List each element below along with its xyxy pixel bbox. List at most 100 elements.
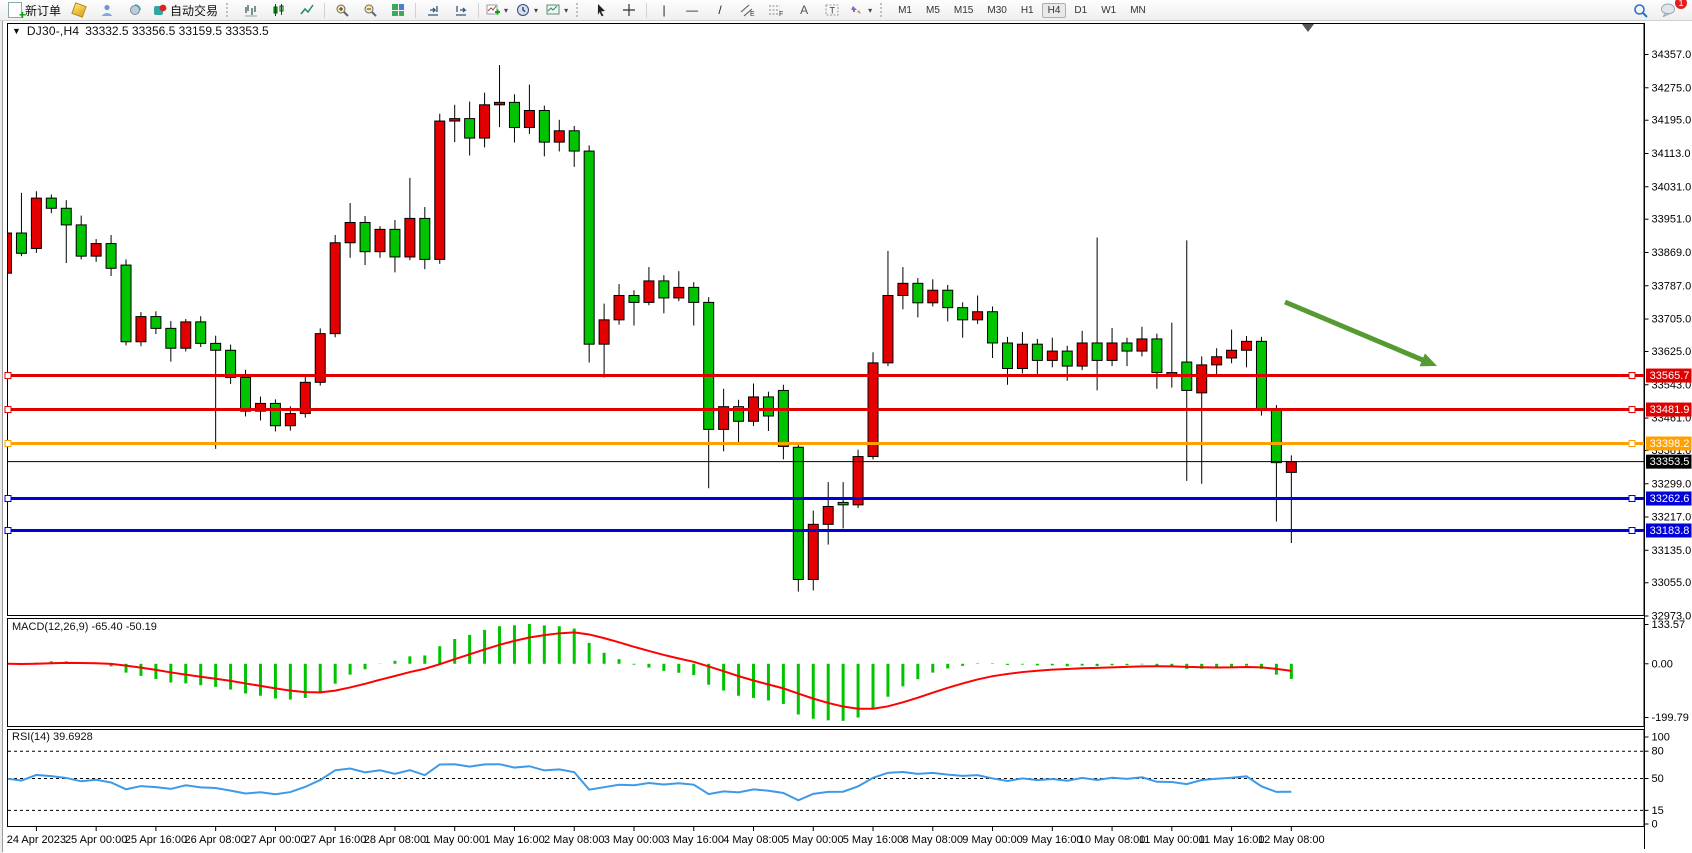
- bull-candle: [1136, 338, 1148, 352]
- bull-candle: [494, 101, 506, 106]
- zoom-in-button[interactable]: [328, 0, 356, 20]
- time-tick-label: 1 May 16:00: [484, 834, 545, 846]
- macd-label: MACD(12,26,9) -65.40 -50.19: [12, 621, 157, 633]
- price-tick-label: 34031.0: [1652, 181, 1692, 193]
- rsi-label: RSI(14) 39.6928: [12, 731, 93, 743]
- auto-trading-button[interactable]: 自动交易: [149, 0, 222, 20]
- time-tick-label: 5 May 00:00: [783, 834, 844, 846]
- indicators-button[interactable]: ▾: [482, 0, 512, 20]
- horizontal-line-tool[interactable]: —: [678, 0, 706, 20]
- bull-candle: [449, 118, 461, 122]
- bull-candle: [90, 243, 102, 257]
- horizontal-line-33481.9[interactable]: 33481.9: [4, 402, 1692, 417]
- bear-candle: [1121, 342, 1133, 352]
- tile-windows-icon: [392, 4, 405, 16]
- timeframe-W1[interactable]: W1: [1101, 4, 1117, 16]
- bull-candle: [882, 294, 894, 364]
- timeframe-H4[interactable]: H4: [1041, 2, 1067, 18]
- price-tick-label: 33625.0: [1652, 346, 1692, 358]
- price-pane: [7, 23, 1645, 616]
- timeframe-M15[interactable]: M15: [953, 4, 974, 16]
- time-tick-label: 3 May 16:00: [663, 834, 724, 846]
- bull-candle: [1106, 342, 1118, 361]
- horizontal-line-33565.7[interactable]: 33565.7: [4, 368, 1692, 383]
- bull-candle: [8, 232, 12, 274]
- bull-candle: [30, 197, 42, 249]
- timeframe-M1[interactable]: M1: [898, 4, 912, 16]
- crosshair-tool-button[interactable]: [615, 0, 643, 20]
- chart-menu-arrow-icon[interactable]: ▼: [12, 26, 21, 36]
- bear-candle: [1151, 338, 1163, 374]
- time-tick-label: 2 May 08:00: [544, 834, 605, 846]
- timeframe-D1[interactable]: D1: [1074, 4, 1088, 16]
- dropdown-caret-icon: ▾: [504, 5, 509, 15]
- chart-shift-button[interactable]: [447, 0, 475, 20]
- bear-candle: [703, 301, 715, 430]
- svg-text:E: E: [750, 11, 755, 17]
- timeframe-buttons: M1 M5 M15 M30 H1 H4 D1 W1 MN: [891, 2, 1153, 18]
- vertical-line-tool[interactable]: |: [650, 0, 678, 20]
- rsi-tick-label: 100: [1652, 732, 1670, 744]
- bull-candle: [1285, 461, 1297, 473]
- bull-candle: [299, 381, 311, 415]
- price-tag: [1646, 523, 1692, 538]
- bar-chart-button[interactable]: [237, 0, 265, 20]
- price-tick-label: 33217.0: [1652, 512, 1692, 524]
- profile-icon: [101, 4, 113, 16]
- equidistant-channel-tool[interactable]: E: [734, 0, 762, 20]
- timeframe-H1[interactable]: H1: [1020, 4, 1034, 16]
- time-tick-label: 26 Apr 08:00: [184, 834, 246, 846]
- time-tick-label: 11 May 16:00: [1199, 834, 1265, 846]
- community-button[interactable]: [121, 0, 149, 20]
- bull-candle: [1046, 350, 1058, 361]
- cursor-tool-button[interactable]: [587, 0, 615, 20]
- auto-scroll-icon: [428, 6, 439, 16]
- fibonacci-tool[interactable]: F: [762, 0, 790, 20]
- trend-arrow-annotation[interactable]: [1284, 299, 1437, 367]
- trendline-tool[interactable]: /: [706, 0, 734, 20]
- rsi-tick-label: 0: [1652, 819, 1658, 831]
- time-tick-label: 8 May 08:00: [903, 834, 964, 846]
- price-tick-label: 33869.0: [1652, 247, 1692, 259]
- zoom-out-button[interactable]: [356, 0, 384, 20]
- periods-button[interactable]: ▾: [512, 0, 542, 20]
- bear-candle: [105, 243, 117, 269]
- time-tick-label: 24 Apr 2023: [7, 834, 66, 846]
- candlestick-chart-button[interactable]: [265, 0, 293, 20]
- timeframe-M30[interactable]: M30: [987, 4, 1007, 16]
- search-button[interactable]: [1626, 0, 1654, 20]
- price-tick-label: 34113.0: [1652, 148, 1691, 160]
- tile-windows-button[interactable]: [384, 0, 412, 20]
- timeframe-MN[interactable]: MN: [1130, 4, 1146, 16]
- templates-button[interactable]: ▾: [542, 0, 572, 20]
- indicators-icon: [486, 4, 501, 15]
- dropdown-caret-icon: ▾: [564, 5, 569, 15]
- bull-candle: [344, 221, 356, 244]
- notifications-button[interactable]: 1: [1654, 0, 1687, 20]
- horizontal-line-33262.6[interactable]: 33262.6: [4, 491, 1692, 506]
- time-tick-label: 25 Apr 00:00: [65, 834, 127, 846]
- line-chart-button[interactable]: [293, 0, 321, 20]
- bear-candle: [538, 109, 550, 143]
- horizontal-line-33183.8[interactable]: 33183.8: [4, 523, 1692, 538]
- bull-candle: [1196, 364, 1208, 394]
- rsi-pane-content: [8, 750, 1644, 811]
- horizontal-line-33398.2[interactable]: 33398.2: [4, 436, 1692, 451]
- toolbar-separator: [646, 2, 648, 18]
- chart-shift-marker[interactable]: [1302, 24, 1314, 32]
- market-watch-button[interactable]: [65, 0, 93, 20]
- arrows-tool[interactable]: ▾: [846, 0, 876, 20]
- auto-scroll-button[interactable]: [419, 0, 447, 20]
- bear-candle: [1166, 372, 1178, 375]
- timeframe-M5[interactable]: M5: [926, 4, 940, 16]
- text-label-tool[interactable]: T: [818, 0, 846, 20]
- text-tool[interactable]: A: [790, 0, 818, 20]
- time-tick-label: 27 Apr 00:00: [244, 834, 306, 846]
- bull-candle: [1211, 356, 1223, 366]
- new-order-button[interactable]: 新订单: [4, 0, 65, 22]
- bear-candle: [658, 280, 670, 299]
- zoom-in-icon: [336, 4, 349, 17]
- candlestick-icon: [273, 4, 284, 16]
- profile-button[interactable]: [93, 0, 121, 20]
